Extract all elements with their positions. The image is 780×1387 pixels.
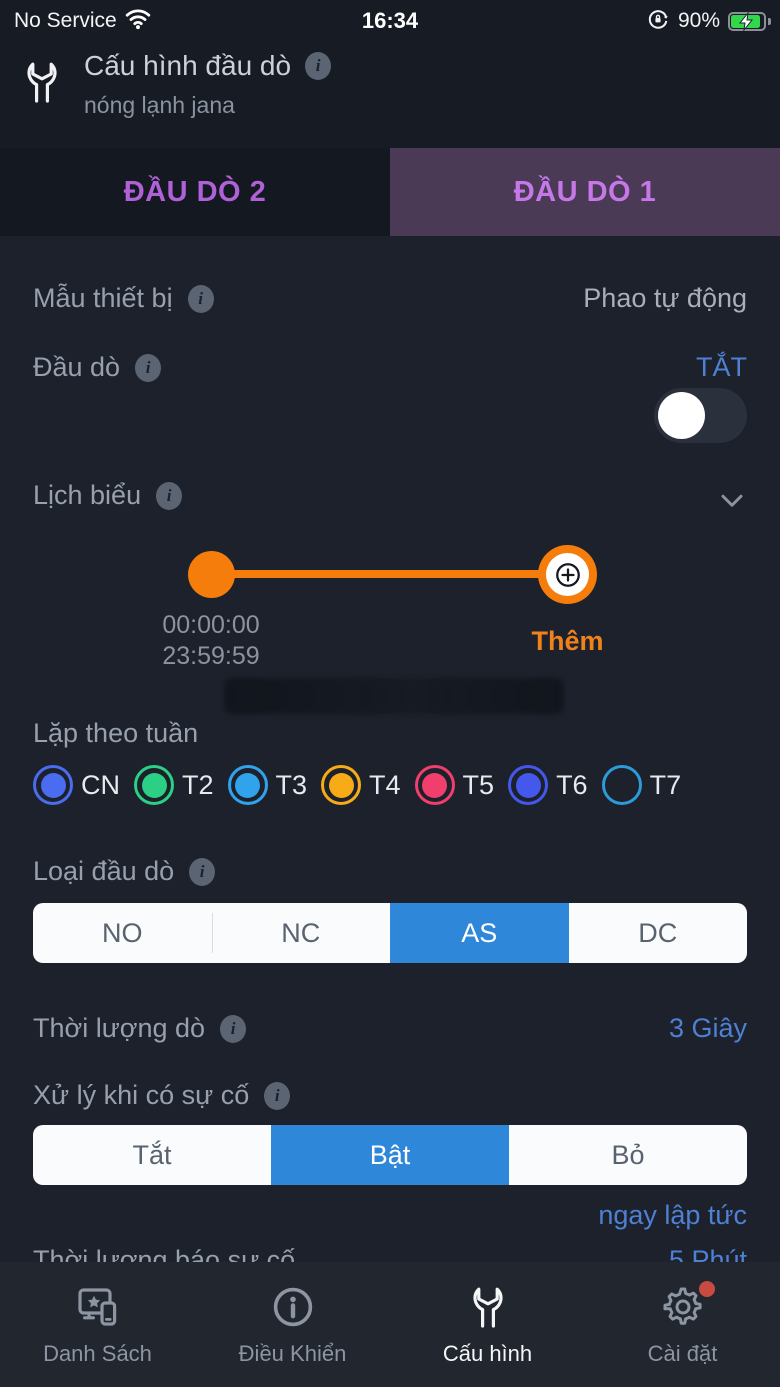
fault-handling-note[interactable]: ngay lập tức (598, 1200, 747, 1230)
probe-type-row: Loại đầu dò i (33, 856, 216, 887)
device-list-icon (74, 1282, 122, 1332)
duration-value[interactable]: 3 Giây (668, 1013, 747, 1043)
device-model-label: Mẫu thiết bị (33, 283, 173, 313)
probe-type-label: Loại đầu dò (33, 856, 175, 886)
notification-badge (698, 1281, 715, 1297)
segment-bo[interactable]: Bỏ (611, 1139, 645, 1170)
nav-device-list[interactable]: Danh Sách (0, 1262, 195, 1387)
toggle-knob (658, 392, 705, 439)
weekday-t2[interactable]: T2 (134, 765, 214, 805)
probe-type-segmented: NO NC AS DC (33, 903, 747, 963)
schedule-end: 23:59:59 (162, 641, 260, 670)
info-icon[interactable]: i (220, 1014, 247, 1043)
weekday-dot (321, 765, 362, 805)
battery-charging-icon (728, 11, 771, 31)
probe-label: Đầu dò (33, 352, 121, 382)
info-icon[interactable]: i (156, 481, 183, 510)
fault-handling-label: Xử lý khi có sự cố (33, 1080, 250, 1110)
info-icon[interactable]: i (305, 52, 332, 80)
tab-probe-2[interactable]: ĐẦU DÒ 2 (123, 175, 267, 208)
nav-settings[interactable]: Cài đặt (585, 1262, 780, 1387)
weekly-repeat-label: Lặp theo tuần (33, 718, 199, 748)
status-bar: No Service 16:34 90% (0, 0, 780, 42)
schedule-point[interactable] (188, 551, 235, 598)
wifi-icon (125, 8, 151, 35)
segment-nc[interactable]: NC (211, 903, 391, 963)
fault-handling-row: Xử lý khi có sự cố i (33, 1080, 291, 1111)
weekday-cn[interactable]: CN (33, 765, 120, 805)
weekday-dot (33, 765, 73, 805)
tab-probe-1[interactable]: ĐẦU DÒ 1 (390, 148, 780, 236)
weekday-t5[interactable]: T5 (414, 765, 494, 805)
segment-dc[interactable]: DC (638, 917, 678, 948)
clock: 16:34 (361, 8, 419, 33)
wrench-icon (464, 1282, 512, 1332)
orientation-lock-icon (646, 7, 670, 36)
weekday-selector: CN T2 T3 T4 T5 T6 T7 (33, 765, 757, 805)
chevron-down-icon[interactable] (714, 482, 750, 523)
weekday-t7[interactable]: T7 (601, 765, 681, 805)
weekday-dot (134, 765, 174, 805)
schedule-row: Lịch biểu i (33, 480, 183, 511)
duration-label: Thời lượng dò (33, 1013, 206, 1043)
device-model-row: Mẫu thiết bị i (33, 283, 214, 314)
device-model-value: Phao tự động (583, 283, 747, 313)
weekday-t6[interactable]: T6 (508, 765, 588, 805)
nav-configuration[interactable]: Cấu hình (390, 1262, 585, 1387)
duration-row: Thời lượng dò i (33, 1013, 247, 1044)
bottom-nav: Danh Sách Điều Khiển Cấu hình Cài đặt (0, 1262, 780, 1387)
add-schedule-label[interactable]: Thêm (531, 626, 604, 656)
schedule-start: 00:00:00 (162, 611, 260, 639)
info-icon[interactable]: i (135, 353, 162, 382)
weekday-dot (601, 765, 642, 805)
fault-handling-segmented: Tắt Bật Bỏ (33, 1125, 747, 1185)
device-name: nóng lạnh jana (84, 92, 235, 118)
battery-percent: 90% (677, 9, 720, 32)
info-icon[interactable]: i (187, 284, 214, 313)
top-bar: No Service 16:34 90% (0, 0, 780, 148)
weekday-dot (414, 765, 455, 805)
gear-icon (659, 1281, 715, 1332)
weekday-dot (508, 765, 549, 805)
info-icon[interactable]: i (189, 857, 216, 886)
weekday-t4[interactable]: T4 (321, 765, 401, 805)
schedule-time-range: 00:00:00 23:59:59 (118, 610, 304, 671)
nav-control[interactable]: Điều Khiển (195, 1262, 390, 1387)
probe-toggle[interactable] (654, 388, 747, 443)
carrier-label: No Service (14, 9, 117, 32)
probe-row: Đầu dò i (33, 352, 162, 383)
plus-icon (546, 553, 589, 596)
segment-bat[interactable]: Bật (271, 1125, 509, 1185)
info-icon[interactable]: i (264, 1081, 291, 1110)
weekday-t3[interactable]: T3 (227, 765, 307, 805)
add-schedule-button[interactable] (538, 545, 597, 604)
page-title: Cấu hình đầu dò (84, 50, 292, 81)
watermark (224, 678, 564, 714)
probe-state-label: TẮT (696, 352, 747, 382)
probe-tabs: ĐẦU DÒ 2 ĐẦU DÒ 1 (0, 148, 780, 236)
segment-tat[interactable]: Tắt (132, 1139, 172, 1170)
schedule-label: Lịch biểu (33, 480, 142, 510)
schedule-track (211, 570, 567, 578)
wrench-icon (18, 58, 66, 111)
segment-no[interactable]: NO (102, 917, 143, 948)
weekday-dot (227, 765, 268, 805)
circle-info-icon (269, 1282, 317, 1332)
segment-as[interactable]: AS (390, 903, 569, 963)
